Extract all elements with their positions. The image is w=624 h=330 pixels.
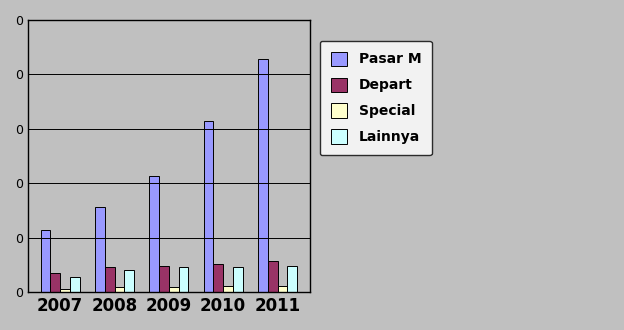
Bar bbox=[149, 176, 159, 292]
Bar bbox=[169, 287, 178, 292]
Bar bbox=[287, 266, 297, 292]
Bar bbox=[115, 287, 124, 292]
Bar bbox=[70, 277, 80, 292]
Bar bbox=[95, 207, 105, 292]
Bar bbox=[178, 267, 188, 292]
Bar bbox=[223, 286, 233, 292]
Bar bbox=[51, 274, 61, 292]
Bar bbox=[278, 286, 287, 292]
Bar bbox=[268, 261, 278, 292]
Bar bbox=[105, 267, 115, 292]
Bar bbox=[213, 264, 223, 292]
Legend: Pasar M, Depart, Special, Lainnya: Pasar M, Depart, Special, Lainnya bbox=[319, 41, 432, 155]
Bar bbox=[203, 121, 213, 292]
Bar bbox=[61, 289, 70, 292]
Bar bbox=[41, 230, 51, 292]
Bar bbox=[258, 59, 268, 292]
Bar bbox=[124, 270, 134, 292]
Bar bbox=[159, 266, 169, 292]
Bar bbox=[233, 267, 243, 292]
